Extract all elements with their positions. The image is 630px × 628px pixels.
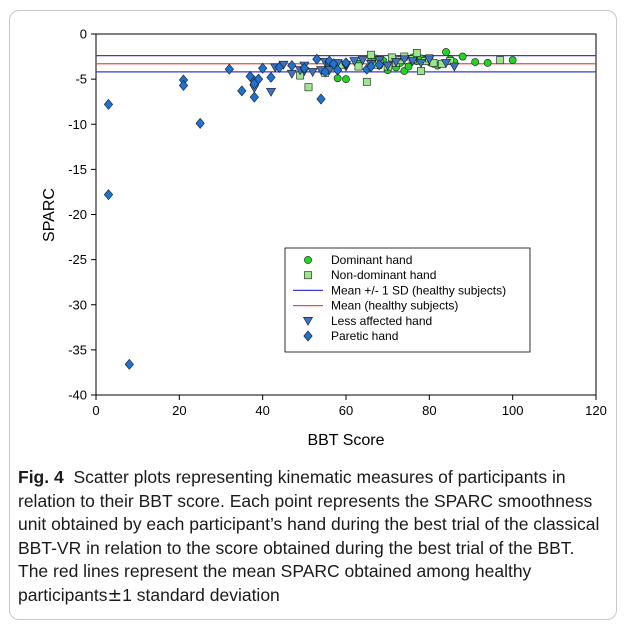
paretic-hand-point-2: [124, 358, 134, 370]
legend-box: [284, 247, 531, 353]
y-axis-ticks: 0 -5 -10 -15 -20 -25 -30 -35 -40: [68, 27, 96, 403]
paretic-hand-point-1: [103, 189, 114, 201]
x-axis-ticks: 0 20 40 60 80 100 120: [92, 395, 607, 418]
x-tick-label-5: 100: [502, 403, 524, 418]
legend-label-1: Non-dominant hand: [331, 268, 436, 282]
legend-label-4: Less affected hand: [331, 314, 432, 328]
x-axis-title: BBT Score: [307, 432, 384, 449]
non-dominant-hand-point-17: [412, 49, 421, 57]
y-tick-label-0: 0: [80, 27, 87, 42]
figure-frame: [9, 10, 617, 620]
legend-label-2: Mean +/- 1 SD (healthy subjects): [331, 283, 506, 297]
y-tick-label-3: -15: [68, 162, 87, 177]
less-affected-hand-point-5: [307, 68, 318, 78]
legend-label-3: Mean (healthy subjects): [331, 299, 458, 313]
caption-text: Scatter plots representing kinematic mea…: [18, 467, 600, 605]
legend-label-0: Dominant hand: [331, 253, 412, 267]
y-tick-label-8: -40: [68, 388, 87, 403]
y-tick-label-1: -5: [75, 72, 87, 87]
paretic-hand-point-0: [103, 98, 114, 110]
less-affected-hand-point-17: [399, 55, 410, 65]
y-tick-label-5: -25: [68, 252, 87, 267]
less-affected-hand-point-19: [415, 59, 427, 68]
paretic-hand-point-10: [249, 91, 259, 103]
dominant-hand-point-25: [483, 58, 492, 67]
non-dominant-hand-point-6: [354, 62, 363, 71]
paretic-hand-point-17: [312, 53, 322, 65]
figure-caption: Fig. 4 Scatter plots representing kinema…: [18, 466, 608, 608]
legend-label-5: Paretic hand: [331, 329, 398, 343]
paretic-hand-point-19: [320, 66, 330, 78]
non-dominant-hand-point-1: [304, 83, 313, 92]
paretic-hand-point-5: [195, 117, 205, 129]
x-tick-label-4: 80: [422, 403, 436, 418]
paretic-hand-point-18: [316, 93, 326, 105]
legend-marker-1: [304, 271, 312, 280]
paretic-hand-point-15: [287, 60, 297, 72]
y-tick-label-4: -20: [68, 207, 87, 222]
dominant-hand-point-12: [404, 62, 413, 71]
dominant-hand-point-23: [458, 52, 467, 61]
y-tick-label-7: -35: [68, 342, 87, 357]
non-dominant-hand-point-12: [387, 53, 396, 62]
x-tick-label-1: 20: [172, 403, 186, 418]
less-affected-hand-point-21: [440, 59, 452, 68]
non-dominant-hand-point-7: [362, 77, 371, 86]
less-affected-hand-point-2: [286, 69, 297, 79]
less-affected-hand-point-20: [424, 55, 435, 65]
less-affected-hand-point-18: [407, 57, 418, 67]
x-tick-label-6: 120: [585, 403, 607, 418]
less-affected-hand-point-12: [357, 56, 368, 66]
less-affected-hand-point-23: [265, 87, 277, 97]
y-tick-label-2: -10: [68, 117, 87, 132]
paretic-hand-point-27: [249, 78, 259, 90]
non-dominant-hand-point-8: [367, 50, 375, 59]
less-affected-hand-point-11: [349, 57, 360, 67]
paretic-hand-point-16: [299, 62, 309, 74]
legend-marker-0: [304, 256, 312, 264]
x-tick-label-3: 60: [339, 403, 353, 418]
y-axis-title: SPARC: [41, 188, 58, 242]
less-affected-hand-point-15: [382, 61, 393, 71]
non-dominant-hand-point-18: [417, 67, 425, 75]
caption-label: Fig. 4: [18, 467, 64, 487]
non-dominant-hand-point-24: [496, 56, 505, 65]
paretic-hand-point-12: [258, 62, 268, 74]
dominant-hand-point-1: [342, 75, 350, 84]
dominant-hand-point-20: [442, 48, 450, 56]
paretic-hand-point-13: [266, 71, 276, 83]
x-tick-label-2: 40: [255, 403, 269, 418]
paretic-hand-point-26: [374, 59, 384, 71]
less-affected-hand-point-22: [449, 62, 460, 72]
legend-marker-5: [303, 330, 313, 342]
less-affected-hand-point-16: [390, 58, 402, 68]
paretic-hand-point-14: [274, 61, 284, 73]
paretic-hand-point-21: [328, 58, 339, 70]
scatter-chart: 0 20 40 60 80 100 120 0 -5 -10 -15 -20 -25 -30 -35 -40…: [41, 27, 607, 450]
y-tick-label-6: -30: [68, 297, 87, 312]
paretic-hand-point-25: [366, 61, 376, 72]
dominant-hand-point-0: [333, 74, 342, 83]
dominant-hand-point-26: [508, 56, 517, 65]
data-points: [103, 48, 517, 370]
paretic-hand-point-4: [178, 79, 189, 91]
x-tick-label-0: 0: [92, 403, 99, 418]
caption-text-end: 1 standard deviation: [122, 584, 280, 605]
paretic-hand-point-23: [341, 57, 351, 69]
caption-pm-symbol: ±: [107, 585, 123, 606]
paretic-hand-point-7: [237, 85, 247, 97]
paretic-hand-point-6: [224, 63, 234, 75]
dominant-hand-point-24: [471, 58, 480, 66]
paretic-hand-point-22: [333, 64, 343, 76]
legend-marker-4: [302, 316, 314, 326]
